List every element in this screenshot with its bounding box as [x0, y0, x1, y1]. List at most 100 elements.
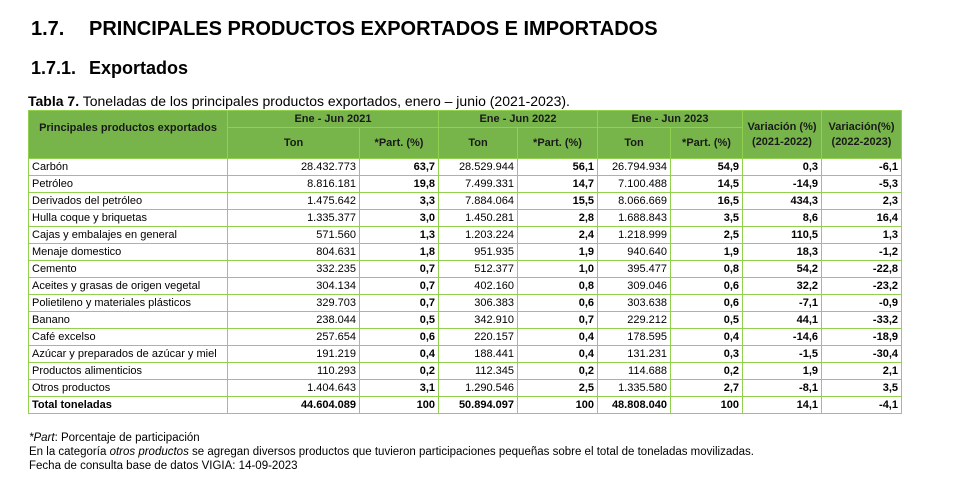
cell-part-2022: 0,4 — [517, 345, 598, 363]
exports-table: Principales productos exportados Ene - J… — [28, 110, 902, 414]
cell-part-2021: 19,8 — [359, 175, 439, 193]
cell-var-2022-2023: -0,9 — [821, 294, 902, 312]
cell-part-2023: 2,7 — [670, 379, 743, 397]
cell-part-2023: 3,5 — [670, 209, 743, 227]
header-ton: Ton — [597, 127, 671, 159]
cell-ton-2022: 342.910 — [438, 311, 518, 329]
header-var2-line1: Variación(%) — [828, 120, 895, 133]
cell-ton-2021: 191.219 — [227, 345, 360, 363]
cell-var-2022-2023: -5,3 — [821, 175, 902, 193]
table-row: Cemento 332.235 0,7 512.377 1,0 395.477 0,8 54,… — [28, 260, 902, 278]
table-row: Petróleo 8.816.181 19,8 7.499.331 14,7 7.100.… — [28, 175, 902, 193]
header-period-2021: Ene - Jun 2021 — [227, 110, 439, 128]
cell-ton-2022: 7.499.331 — [438, 175, 518, 193]
cell-product: Cajas y embalajes en general — [28, 226, 228, 244]
cell-var-2021-2022: 1,9 — [742, 362, 822, 380]
header-part: *Part. (%) — [517, 127, 598, 159]
cell-product: Azúcar y preparados de azúcar y miel — [28, 345, 228, 363]
cell-part-2021: 0,5 — [359, 311, 439, 329]
cell-ton-2021: 1.335.377 — [227, 209, 360, 227]
cell-part-2023: 14,5 — [670, 175, 743, 193]
cell-part-2022: 2,4 — [517, 226, 598, 244]
cell-var-2021-2022: 8,6 — [742, 209, 822, 227]
cell-ton-2023: 940.640 — [597, 243, 671, 261]
cell-ton-2021: 8.816.181 — [227, 175, 360, 193]
header-ton: Ton — [227, 127, 360, 159]
cell-part-2022: 0,4 — [517, 328, 598, 346]
cell-part-2021: 3,3 — [359, 192, 439, 210]
cell-part-2023: 0,3 — [670, 345, 743, 363]
cell-product: Cemento — [28, 260, 228, 278]
cell-ton-2021: 332.235 — [227, 260, 360, 278]
cell-product: Menaje domestico — [28, 243, 228, 261]
table-notes: *Part: Porcentaje de participación En la… — [29, 431, 754, 473]
cell-ton-2023: 395.477 — [597, 260, 671, 278]
subsection-title: Exportados — [89, 58, 189, 78]
cell-var-2021-2022: 14,1 — [742, 396, 822, 414]
cell-product: Aceites y grasas de origen vegetal — [28, 277, 228, 295]
cell-ton-2022: 220.157 — [438, 328, 518, 346]
cell-ton-2023: 131.231 — [597, 345, 671, 363]
cell-ton-2021: 28.432.773 — [227, 158, 360, 176]
cell-part-2023: 2,5 — [670, 226, 743, 244]
header-var1-line2: (2021-2022) — [752, 135, 812, 148]
cell-ton-2023: 7.100.488 — [597, 175, 671, 193]
cell-product: Productos alimenticios — [28, 362, 228, 380]
cell-ton-2021: 329.703 — [227, 294, 360, 312]
header-part: *Part. (%) — [359, 127, 439, 159]
cell-product: Café excelso — [28, 328, 228, 346]
cell-var-2022-2023: -4,1 — [821, 396, 902, 414]
table-row: Otros productos 1.404.643 3,1 1.290.546 2,5 1… — [28, 379, 902, 397]
cell-ton-2021: 304.134 — [227, 277, 360, 295]
cell-ton-2021: 1.475.642 — [227, 192, 360, 210]
header-part: *Part. (%) — [670, 127, 743, 159]
cell-var-2022-2023: -30,4 — [821, 345, 902, 363]
cell-var-2022-2023: 16,4 — [821, 209, 902, 227]
cell-product: Petróleo — [28, 175, 228, 193]
cell-part-2022: 1,9 — [517, 243, 598, 261]
cell-ton-2022: 50.894.097 — [438, 396, 518, 414]
cell-ton-2023: 229.212 — [597, 311, 671, 329]
table-row: Banano 238.044 0,5 342.910 0,7 229.212 0,5 44,1… — [28, 311, 902, 329]
cell-ton-2022: 951.935 — [438, 243, 518, 261]
cell-var-2022-2023: 2,3 — [821, 192, 902, 210]
cell-part-2023: 0,8 — [670, 260, 743, 278]
cell-var-2021-2022: -14,6 — [742, 328, 822, 346]
header-product: Principales productos exportados — [28, 110, 228, 159]
cell-ton-2022: 7.884.064 — [438, 192, 518, 210]
cell-part-2021: 100 — [359, 396, 439, 414]
cell-ton-2023: 309.046 — [597, 277, 671, 295]
table-caption: Tabla 7. Toneladas de los principales pr… — [28, 93, 570, 109]
cell-var-2021-2022: 44,1 — [742, 311, 822, 329]
table-row: Polietileno y materiales plásticos 329.70… — [28, 294, 902, 312]
cell-part-2023: 0,2 — [670, 362, 743, 380]
table-row: Aceites y grasas de origen vegetal 304.13… — [28, 277, 902, 295]
cell-part-2021: 63,7 — [359, 158, 439, 176]
cell-ton-2022: 512.377 — [438, 260, 518, 278]
cell-part-2022: 1,0 — [517, 260, 598, 278]
cell-var-2022-2023: -23,2 — [821, 277, 902, 295]
cell-var-2021-2022: 18,3 — [742, 243, 822, 261]
cell-ton-2022: 1.450.281 — [438, 209, 518, 227]
cell-part-2022: 2,5 — [517, 379, 598, 397]
cell-var-2022-2023: -22,8 — [821, 260, 902, 278]
cell-part-2021: 0,2 — [359, 362, 439, 380]
note-otros-prefix: En la categoría — [29, 446, 110, 458]
section-title: PRINCIPALES PRODUCTOS EXPORTADOS E IMPOR… — [89, 18, 658, 40]
header-ton: Ton — [438, 127, 518, 159]
total-row: Total toneladas 44.604.089 100 50.894.097 10… — [28, 396, 902, 414]
cell-ton-2021: 571.560 — [227, 226, 360, 244]
cell-var-2022-2023: -33,2 — [821, 311, 902, 329]
cell-ton-2022: 1.290.546 — [438, 379, 518, 397]
cell-ton-2023: 1.688.843 — [597, 209, 671, 227]
cell-ton-2021: 1.404.643 — [227, 379, 360, 397]
cell-part-2023: 0,4 — [670, 328, 743, 346]
table-row: Carbón 28.432.773 63,7 28.529.944 56,1 26.794… — [28, 158, 902, 176]
cell-part-2021: 0,4 — [359, 345, 439, 363]
cell-var-2021-2022: -1,5 — [742, 345, 822, 363]
cell-part-2021: 0,6 — [359, 328, 439, 346]
cell-part-2021: 0,7 — [359, 277, 439, 295]
cell-var-2022-2023: -1,2 — [821, 243, 902, 261]
cell-var-2021-2022: -7,1 — [742, 294, 822, 312]
cell-ton-2021: 44.604.089 — [227, 396, 360, 414]
